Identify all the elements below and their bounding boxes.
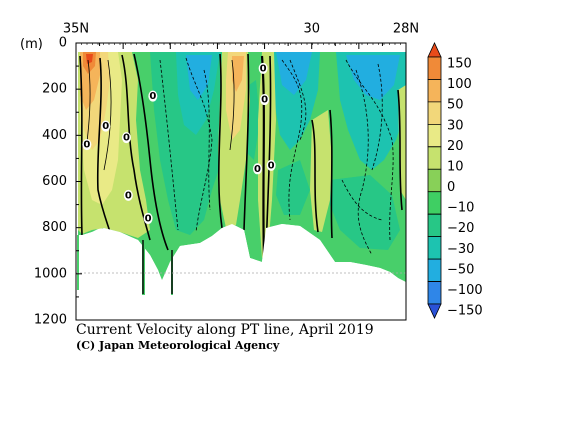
colorbar-label: 20: [447, 139, 464, 154]
colorbar-swatch: [427, 168, 442, 193]
colorbar-swatch: [427, 101, 442, 125]
svg-text:0: 0: [268, 160, 275, 171]
svg-text:0: 0: [149, 91, 156, 102]
no-data-mask: [76, 224, 406, 320]
colorbar-label: −10: [447, 201, 474, 216]
svg-text:0: 0: [102, 121, 109, 132]
contour-label: 0: [82, 139, 92, 151]
colorbar-label: −150: [447, 304, 483, 319]
colorbar-swatch: [427, 258, 442, 282]
svg-text:0: 0: [83, 140, 90, 151]
y-tick-label: 200: [42, 82, 67, 97]
y-tick-label: 600: [42, 174, 67, 189]
svg-text:0: 0: [125, 190, 132, 201]
svg-text:0: 0: [254, 164, 261, 175]
colorbar-label: 50: [447, 98, 464, 113]
chart-credit: (C) Japan Meteorological Agency: [76, 339, 280, 352]
svg-text:0: 0: [260, 63, 267, 74]
contour-label: 0: [123, 189, 133, 201]
contour-label: 0: [101, 120, 111, 132]
contour-label: 0: [260, 94, 270, 106]
svg-text:0: 0: [123, 133, 130, 144]
svg-text:0: 0: [145, 213, 152, 224]
colorbar-swatch: [427, 146, 442, 170]
colorbar-label: 0: [447, 180, 455, 195]
colorbar-label: 30: [447, 118, 464, 133]
colorbar-label: −30: [447, 242, 474, 257]
y-tick-label: 1000: [34, 266, 67, 281]
colorbar-swatch: [427, 56, 442, 80]
colorbar-label: 150: [447, 57, 472, 72]
contour-label: 0: [143, 212, 153, 224]
y-axis: 0 200 400 600 800 1000 1200: [34, 36, 82, 328]
svg-text:0: 0: [261, 95, 268, 106]
colorbar-swatch: [427, 191, 442, 215]
y-tick-label: 800: [42, 220, 67, 235]
x-tick-label: 35N: [63, 22, 89, 37]
colorbar-swatch: [427, 123, 442, 148]
x-tick-label: 30: [303, 22, 320, 37]
colorbar-label: −20: [447, 221, 474, 236]
colorbar-label: −50: [447, 262, 474, 277]
colorbar-label: 10: [447, 159, 464, 174]
contour-label: 0: [148, 90, 158, 102]
colorbar-swatch: [427, 281, 442, 305]
velocity-field: [78, 52, 406, 282]
contour-label: 0: [258, 62, 268, 74]
y-tick-label: 400: [42, 128, 67, 143]
colorbar-swatch: [427, 213, 442, 238]
colorbar-swatch: [427, 42, 442, 58]
colorbar-label: −100: [447, 283, 483, 298]
colorbar-swatch: [427, 79, 442, 103]
y-axis-label: (m): [20, 37, 43, 52]
x-tick-label: 28N: [393, 22, 419, 37]
colorbar-label: 100: [447, 77, 472, 92]
contour-label: 0: [266, 159, 276, 171]
colorbar-swatch: [427, 303, 442, 319]
y-tick-label: 0: [59, 36, 67, 51]
y-tick-label: 1200: [34, 313, 67, 328]
contour-label: 0: [253, 163, 262, 175]
colorbar-swatch: [427, 236, 442, 260]
chart-title: Current Velocity along PT line, April 20…: [76, 322, 374, 338]
x-axis-top: 35N 30 28N: [63, 22, 419, 49]
contour-label: 0: [121, 132, 131, 144]
